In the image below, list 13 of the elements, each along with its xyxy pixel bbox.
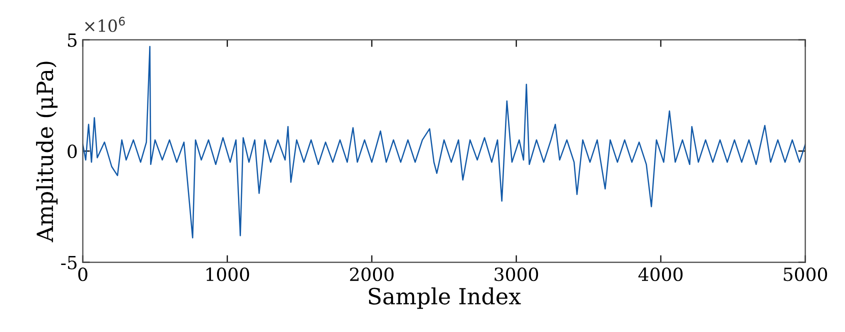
x-tick-label: 3000 <box>494 267 538 282</box>
y-tick-label: -5 <box>61 256 77 270</box>
x-tick-label: 0 <box>78 267 88 282</box>
text: ×10$^{6}$ <box>85 16 125 32</box>
x-tick-label: 1000 <box>206 267 250 282</box>
x-tick-label: 4000 <box>638 267 683 282</box>
x-axis-title: Sample Index <box>368 287 521 309</box>
y-tick-label: 0 <box>68 144 77 158</box>
x-tick-label: 2000 <box>350 267 394 282</box>
line-series <box>82 46 806 238</box>
y-tick-label: 5 <box>68 34 77 47</box>
x-tick-label: 5000 <box>784 267 828 282</box>
y-axis-title: Amplitude (μPa) <box>36 62 58 242</box>
